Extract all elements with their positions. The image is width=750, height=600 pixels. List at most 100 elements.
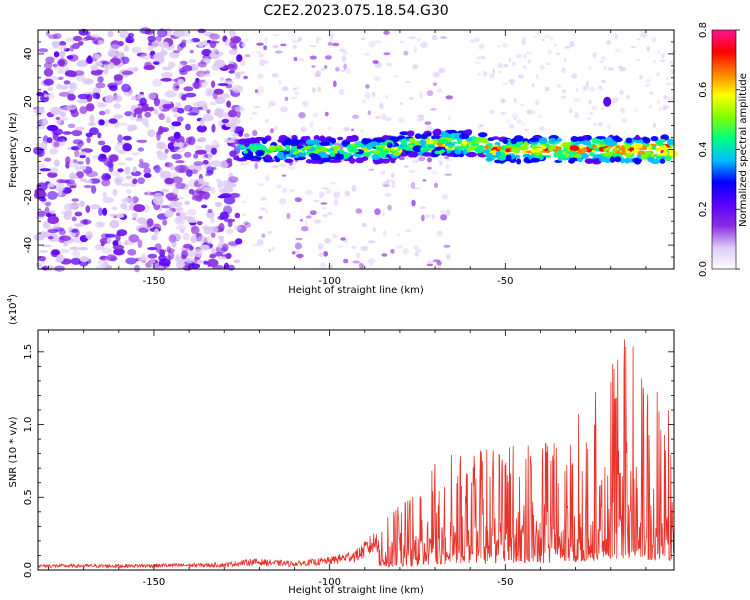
- colorbar-tick-label: 0.0: [698, 261, 709, 277]
- noise-blob: [258, 215, 263, 220]
- noise-blob: [41, 244, 52, 248]
- noise-blob: [361, 37, 366, 41]
- noise-blob: [280, 106, 288, 113]
- snr-panel: -150 -100 -50 0.0 0.5 1.0 1.5 Height of strai…: [6, 294, 675, 596]
- noise-blob: [176, 216, 183, 223]
- noise-blob: [304, 220, 308, 225]
- noise-blob: [162, 219, 168, 226]
- noise-blob: [333, 191, 341, 199]
- noise-blob: [313, 219, 322, 224]
- signal-blob: [452, 141, 457, 145]
- noise-blob: [146, 190, 151, 196]
- noise-blob: [243, 221, 249, 226]
- noise-blob: [259, 59, 266, 67]
- noise-blob: [561, 89, 567, 93]
- noise-blob: [171, 121, 182, 127]
- noise-blob: [271, 140, 276, 143]
- noise-blob: [639, 75, 643, 80]
- signal-blob: [400, 138, 408, 146]
- noise-blob: [164, 177, 175, 185]
- noise-blob: [649, 91, 654, 96]
- signal-blob: [419, 139, 427, 146]
- noise-blob: [396, 244, 403, 249]
- signal-blob: [269, 145, 276, 152]
- noise-blob: [47, 92, 55, 100]
- noise-blob: [161, 72, 173, 79]
- noise-blob: [34, 106, 45, 115]
- noise-blob: [85, 205, 91, 213]
- signal-blob: [632, 136, 643, 141]
- noise-blob: [598, 85, 602, 89]
- noise-blob: [527, 59, 531, 64]
- noise-blob: [191, 226, 200, 235]
- noise-blob: [243, 75, 248, 80]
- noise-blob: [183, 86, 194, 92]
- noise-blob: [147, 45, 154, 51]
- noise-blob: [621, 117, 628, 123]
- noise-blob: [175, 182, 186, 189]
- noise-blob: [436, 261, 442, 266]
- isolated-blob: [603, 96, 612, 107]
- noise-blob: [202, 159, 209, 165]
- noise-blob: [211, 80, 216, 88]
- noise-blob: [278, 80, 282, 85]
- noise-blob: [131, 152, 140, 156]
- noise-blob: [77, 161, 84, 165]
- signal-blob: [584, 158, 594, 165]
- noise-blob: [132, 212, 138, 218]
- noise-blob: [101, 61, 111, 65]
- noise-blob: [228, 176, 239, 183]
- noise-blob: [508, 57, 512, 63]
- noise-blob: [40, 141, 48, 149]
- noise-blob: [153, 108, 159, 115]
- x-tick-label: -100: [318, 577, 341, 588]
- noise-blob: [143, 167, 151, 175]
- noise-blob: [230, 192, 241, 199]
- signal-blob: [625, 137, 633, 144]
- signal-blob: [361, 146, 368, 151]
- noise-blob: [341, 55, 347, 62]
- noise-blob: [364, 92, 371, 100]
- noise-blob: [44, 206, 50, 215]
- noise-blob: [430, 108, 437, 111]
- noise-blob: [438, 67, 446, 74]
- noise-blob: [143, 64, 155, 71]
- noise-blob: [122, 143, 132, 152]
- colorbar-ticks: 0.0 0.2 0.4 0.6 0.8: [698, 22, 740, 277]
- signal-blob: [347, 137, 357, 141]
- noise-blob: [196, 79, 205, 83]
- signal-blob: [446, 153, 455, 157]
- noise-blob: [206, 258, 219, 267]
- noise-blob: [94, 53, 101, 59]
- figure-title: C2E2.2023.075.18.54.G30: [263, 3, 448, 19]
- noise-blob: [172, 50, 181, 54]
- noise-blob: [55, 116, 60, 120]
- signal-blob: [522, 153, 530, 158]
- noise-blob: [106, 237, 112, 244]
- noise-blob: [445, 209, 451, 216]
- noise-blob: [63, 242, 68, 247]
- noise-blob: [516, 53, 522, 59]
- noise-blob: [373, 76, 381, 81]
- noise-blob: [388, 179, 396, 183]
- noise-blob: [582, 85, 586, 92]
- signal-blob: [408, 137, 416, 143]
- signal-blob: [591, 137, 601, 144]
- signal-blob: [502, 138, 508, 144]
- noise-blob: [204, 144, 212, 153]
- noise-blob: [70, 109, 79, 118]
- noise-blob: [97, 132, 102, 139]
- noise-blob: [72, 43, 80, 50]
- noise-blob: [137, 239, 143, 249]
- noise-blob: [152, 78, 162, 88]
- noise-blob: [201, 204, 208, 209]
- noise-blob: [72, 249, 81, 259]
- noise-blob: [192, 102, 201, 107]
- noise-blob: [668, 82, 674, 85]
- noise-blob: [201, 181, 210, 187]
- noise-blob: [574, 111, 579, 114]
- noise-blob: [426, 260, 434, 265]
- noise-blob: [444, 156, 449, 159]
- noise-blob: [133, 67, 139, 72]
- signal-peak: [260, 144, 266, 149]
